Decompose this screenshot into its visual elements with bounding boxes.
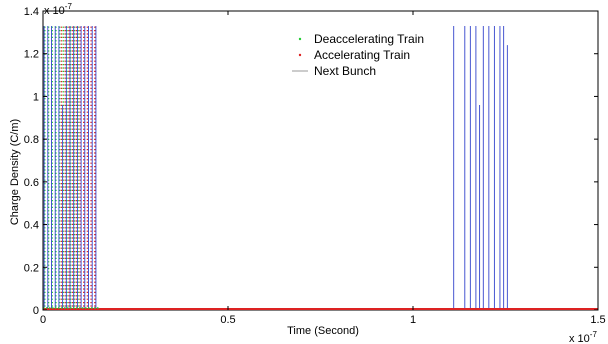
series-next-bunch [43, 25, 508, 310]
y-tick-label: 1 [33, 91, 39, 103]
ticks: 0 0.2 0.4 0.6 0.8 1 1.2 1.4 0 0.5 1 1.5 [24, 6, 606, 326]
legend-entry: Deaccelerating Train [298, 32, 424, 46]
y-tick-label: 0.4 [24, 220, 39, 232]
y-axis-label: Charge Density (C/m) [9, 119, 21, 225]
y-tick-label: 1.4 [24, 6, 39, 18]
x-tick-label: 1 [410, 314, 416, 326]
series-layer [43, 25, 508, 310]
y-tick-label: 0 [33, 305, 39, 317]
y-exponent-label: x 10-7 [44, 2, 72, 17]
legend-entry: Accelerating Train [298, 48, 410, 62]
x-tick-label: 1.5 [590, 314, 605, 326]
x-tick-label: 0 [40, 314, 46, 326]
legend-swatch [298, 37, 302, 41]
y-tick-label: 0.2 [24, 262, 39, 274]
x-tick-label: 0.5 [220, 314, 235, 326]
legend-swatch [298, 53, 302, 57]
y-tick-label: 0.6 [24, 177, 39, 189]
baseline-layer [43, 307, 598, 310]
y-tick-label: 0.8 [24, 134, 39, 146]
legend-label: Deaccelerating Train [314, 32, 424, 46]
y-tick-label: 1.2 [24, 49, 39, 61]
legend-label: Next Bunch [314, 64, 376, 78]
legend-entry: Next Bunch [292, 64, 376, 78]
legend: Deaccelerating Train Accelerating Train Ne… [292, 32, 424, 78]
legend-label: Accelerating Train [314, 48, 410, 62]
x-exponent-label: x 10-7 [569, 330, 597, 344]
x-axis-label: Time (Second) [287, 325, 359, 337]
